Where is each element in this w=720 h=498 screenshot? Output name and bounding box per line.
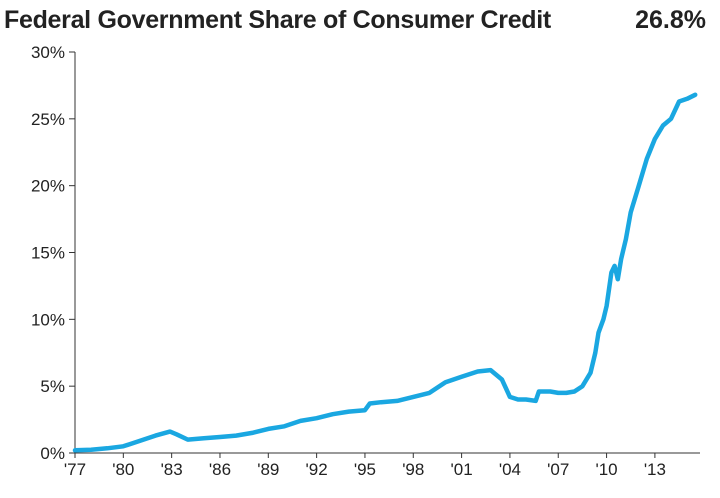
x-tick-label: '10 <box>595 460 617 479</box>
x-tick-label: '04 <box>499 460 521 479</box>
x-tick-label: '13 <box>644 460 666 479</box>
y-tick-label: 5% <box>40 377 65 396</box>
y-tick-label: 30% <box>31 43 65 62</box>
y-tick-label: 20% <box>31 177 65 196</box>
x-axis: '77 '80 '83 '86 '89 '92 '95 '98 '01 '04 '07 '10 '13 <box>64 452 700 479</box>
x-tick-label: '07 <box>547 460 569 479</box>
latest-value-label: 26.8% <box>635 6 706 34</box>
x-tick-label: '77 <box>64 460 86 479</box>
series-layer <box>72 92 698 453</box>
y-tick-label: 0% <box>40 444 65 463</box>
x-tick-label: '95 <box>354 460 376 479</box>
x-tick-label: '80 <box>112 460 134 479</box>
x-tick-label: '98 <box>402 460 424 479</box>
y-axis: 0% 5% 10% 15% 20% 25% 30% <box>31 43 76 463</box>
x-tick-label: '83 <box>161 460 183 479</box>
series-line <box>72 92 698 453</box>
chart-title: Federal Government Share of Consumer Cre… <box>4 6 551 34</box>
x-tick-label: '89 <box>257 460 279 479</box>
y-tick-label: 10% <box>31 310 65 329</box>
y-tick-label: 15% <box>31 244 65 263</box>
y-tick-label: 25% <box>31 110 65 129</box>
x-tick-label: '86 <box>209 460 231 479</box>
x-tick-label: '92 <box>306 460 328 479</box>
x-tick-label: '01 <box>451 460 473 479</box>
